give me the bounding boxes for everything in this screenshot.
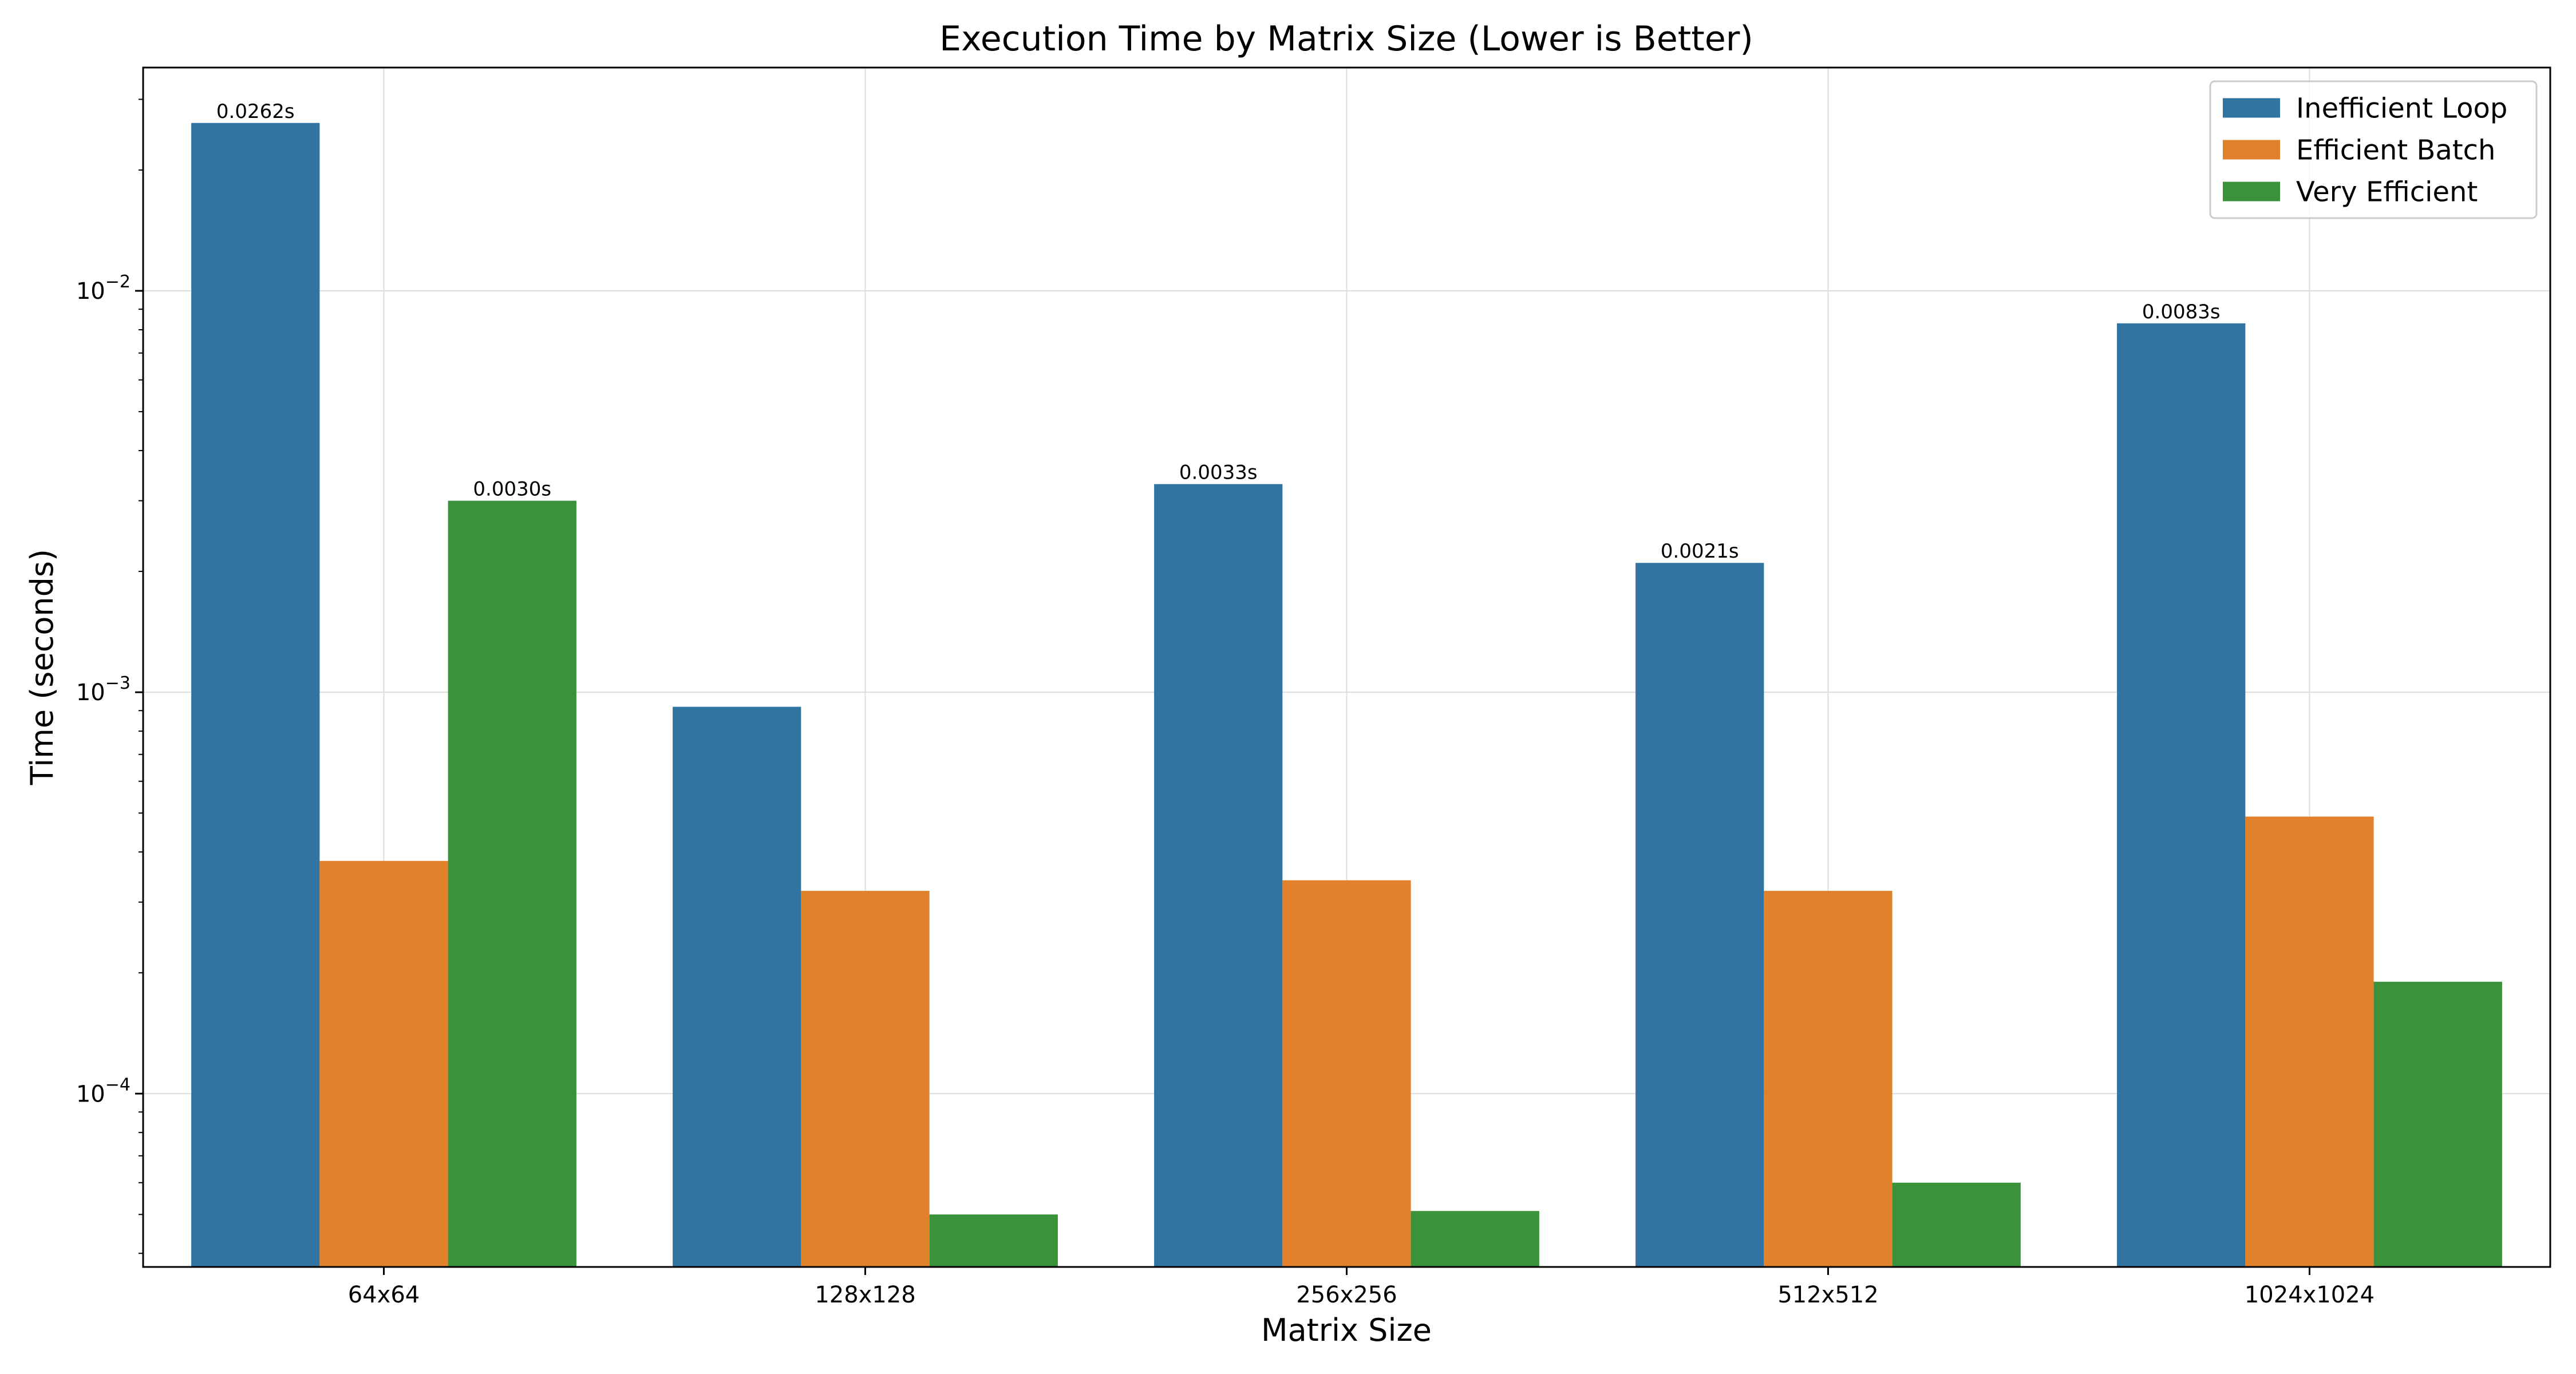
x-tick-label: 64x64 <box>348 1282 420 1308</box>
bar <box>1892 1182 2021 1267</box>
bar <box>801 891 930 1267</box>
data-label: 0.0083s <box>2142 301 2221 323</box>
legend-entry[interactable]: Efficient Batch <box>2296 135 2495 167</box>
data-labels: 0.0262s 0.0033s 0.0021s 0.0083s 0.0030s <box>216 100 2221 563</box>
bar <box>2373 981 2502 1267</box>
data-label: 0.0021s <box>1661 540 1739 563</box>
bar <box>191 123 320 1267</box>
bar <box>929 1214 1058 1267</box>
legend-swatch[interactable] <box>2223 98 2280 118</box>
bar <box>1154 484 1283 1267</box>
y-axis-label: Time (seconds) <box>24 549 60 785</box>
y-tick-label: 10−2 <box>76 272 131 305</box>
x-tick-label: 512x512 <box>1777 1282 1878 1308</box>
bar <box>319 860 448 1267</box>
data-label: 0.0030s <box>473 478 551 501</box>
y-tick-label: 10−3 <box>76 673 131 706</box>
bar <box>673 706 801 1267</box>
data-label: 0.0033s <box>1179 461 1258 484</box>
x-tick-label: 1024x1024 <box>2245 1282 2374 1308</box>
bar <box>1411 1211 1539 1267</box>
legend-entry[interactable]: Very Efficient <box>2296 176 2478 208</box>
legend-box <box>2209 80 2538 219</box>
y-axis: 10−4 10−3 10−2 <box>76 98 143 1254</box>
bars <box>191 123 2502 1267</box>
data-label: 0.0262s <box>216 100 295 123</box>
bar <box>2245 816 2374 1267</box>
bar <box>2117 323 2246 1267</box>
x-tick-label: 256x256 <box>1296 1282 1397 1308</box>
legend-swatch[interactable] <box>2223 140 2280 160</box>
x-axis-label: Matrix Size <box>1261 1312 1432 1348</box>
chart-title: Execution Time by Matrix Size (Lower is … <box>939 19 1753 59</box>
legend-swatch[interactable] <box>2223 181 2280 202</box>
y-tick-label: 10−4 <box>76 1075 131 1107</box>
bar <box>1764 891 1893 1267</box>
x-axis: 64x64 128x128 256x256 512x512 1024x1024 <box>348 1267 2374 1308</box>
bar <box>1635 563 1764 1267</box>
bar <box>448 500 576 1267</box>
legend[interactable]: Inefficient Loop Efficient Batch Very Effi… <box>2209 80 2538 219</box>
bar <box>1282 880 1411 1267</box>
x-tick-label: 128x128 <box>815 1282 915 1308</box>
legend-entry[interactable]: Inefficient Loop <box>2296 93 2507 125</box>
